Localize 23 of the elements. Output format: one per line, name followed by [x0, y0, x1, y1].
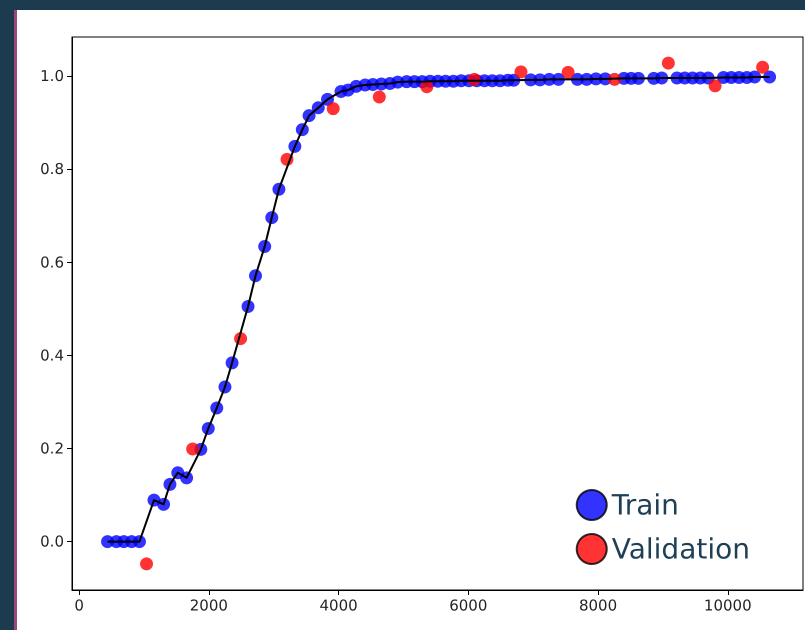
x-tick-label: 2000	[190, 596, 228, 614]
point	[708, 79, 722, 92]
point	[326, 102, 340, 116]
point	[140, 557, 154, 570]
y-tick-label: 0.4	[40, 346, 64, 364]
y-tick-label: 1.0	[40, 67, 64, 86]
legend-label: Train	[610, 488, 679, 522]
point	[186, 442, 200, 456]
x-tick-label: 8000	[578, 596, 618, 614]
point	[662, 56, 675, 70]
point	[562, 66, 575, 79]
x-tick-label: 6000	[449, 596, 488, 614]
y-tick-label: 0.0	[40, 532, 64, 551]
x-tick-label: 4000	[319, 596, 358, 614]
x-tick-label: 0	[74, 596, 84, 614]
y-tick-label: 0.6	[40, 253, 64, 272]
y-tick-label: 0.2	[40, 439, 64, 458]
point	[372, 90, 386, 104]
x-tick-label: 10000	[704, 596, 752, 614]
point	[756, 60, 770, 74]
point	[514, 65, 528, 78]
y-tick-label: 0.8	[40, 160, 64, 178]
legend-label: Validation	[612, 532, 750, 566]
